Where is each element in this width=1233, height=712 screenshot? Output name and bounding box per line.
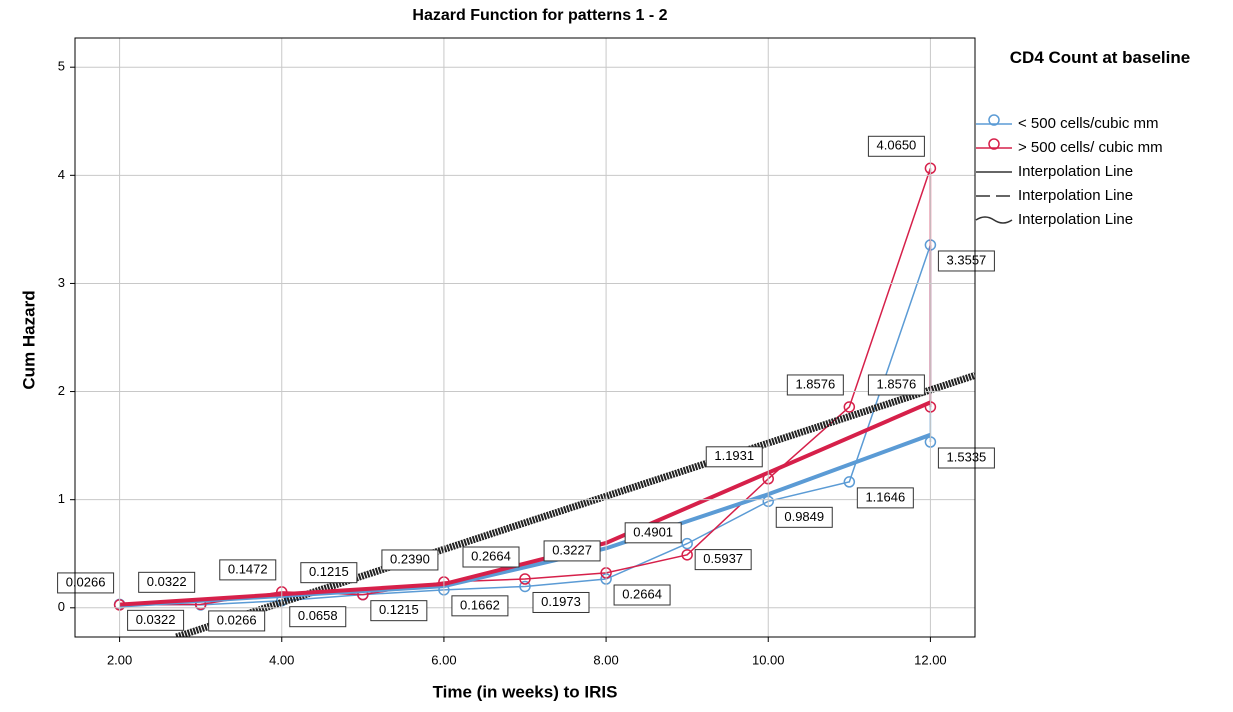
value-label: 0.5937 xyxy=(703,551,743,566)
value-label-box xyxy=(937,447,995,469)
value-label: 0.2390 xyxy=(390,551,430,566)
marker xyxy=(519,580,531,593)
value-label-box xyxy=(127,609,185,631)
value-label: 1.8576 xyxy=(877,376,917,391)
value-label-box xyxy=(462,546,520,568)
value-label: 0.0266 xyxy=(66,574,106,589)
value-label: 0.3227 xyxy=(552,542,592,557)
value-label-box xyxy=(138,571,196,593)
value-label: 0.0266 xyxy=(217,612,257,627)
value-label: 0.1973 xyxy=(541,594,581,609)
value-label: 0.1472 xyxy=(228,561,268,576)
value-label-box xyxy=(381,549,439,571)
legend-marker xyxy=(988,138,1000,150)
x-tick-label: 2.00 xyxy=(107,652,132,667)
value-label-box xyxy=(786,374,844,396)
value-label-box xyxy=(532,591,590,613)
chart-title: Hazard Function for patterns 1 - 2 xyxy=(412,7,667,24)
value-label: 0.1662 xyxy=(460,597,500,612)
value-label: 0.1215 xyxy=(379,602,419,617)
value-label-box xyxy=(775,506,833,528)
value-label: 0.9849 xyxy=(784,509,824,524)
value-label: 0.2664 xyxy=(622,586,662,601)
value-label-box xyxy=(705,446,763,468)
legend-label: Interpolation Line xyxy=(1018,187,1133,204)
legend-label: Interpolation Line xyxy=(1018,163,1133,180)
value-label-box xyxy=(694,549,752,571)
value-label: 0.0322 xyxy=(147,574,187,589)
value-label-box xyxy=(370,600,428,622)
value-label-box xyxy=(937,250,995,272)
y-tick-label: 5 xyxy=(58,59,65,74)
value-label: 1.8576 xyxy=(795,376,835,391)
marker xyxy=(681,537,693,550)
value-label-box xyxy=(624,522,682,544)
legend-title-box: CD4 Count at baseline xyxy=(1009,48,1191,67)
y-tick-label: 1 xyxy=(58,491,65,506)
x-tick-label: 8.00 xyxy=(593,652,618,667)
value-label: 0.0658 xyxy=(298,608,338,623)
value-label-box xyxy=(613,584,671,606)
value-label: 3.3557 xyxy=(947,252,987,267)
value-label-box xyxy=(219,559,277,581)
legend-marker xyxy=(988,114,1000,126)
plot-area: 0.0322 0.0266 0.0658 0.1215 0.1662 0.1973 0.26… xyxy=(57,38,995,637)
value-label: 1.5335 xyxy=(947,449,987,464)
marker xyxy=(843,476,856,488)
value-label: 1.1646 xyxy=(865,489,905,504)
y-tick-label: 0 xyxy=(58,599,65,614)
x-tick-label: 10.00 xyxy=(752,652,785,667)
interpolation-line xyxy=(175,372,975,637)
y-axis-title: Cum Hazard xyxy=(19,290,38,389)
value-label-box xyxy=(208,610,266,632)
value-label-box xyxy=(57,572,115,594)
legend-title: CD4 Count at baseline xyxy=(1009,48,1191,67)
value-label-box xyxy=(867,374,925,396)
y-tick-label: 3 xyxy=(58,275,65,290)
x-tick-label: 4.00 xyxy=(269,652,294,667)
plot-frame xyxy=(74,37,976,638)
x-tick-label: 12.00 xyxy=(914,652,947,667)
legend-label: Interpolation Line xyxy=(1018,211,1133,228)
value-label-box xyxy=(451,595,509,617)
marker xyxy=(519,573,531,585)
value-label-box xyxy=(856,487,914,509)
x-tick-label: 6.00 xyxy=(431,652,456,667)
legend-label: > 500 cells/ cubic mm xyxy=(1018,139,1163,156)
legend-label: < 500 cells/cubic mm xyxy=(1018,115,1158,132)
value-label: 0.2664 xyxy=(471,548,511,563)
value-label: 0.0322 xyxy=(136,612,176,627)
value-label-box xyxy=(867,135,925,157)
series-line xyxy=(119,244,932,606)
marker xyxy=(843,401,856,413)
y-tick-label: 2 xyxy=(58,383,65,398)
marker xyxy=(681,549,693,561)
value-label: 4.0650 xyxy=(877,138,917,153)
value-label-box xyxy=(543,540,601,562)
value-label: 1.1931 xyxy=(714,448,754,463)
x-axis-title: Time (in weeks) to IRIS xyxy=(433,682,618,701)
value-label-box xyxy=(289,606,347,628)
y-tick-label: 4 xyxy=(58,167,65,182)
legend-line xyxy=(975,216,1013,224)
value-label: 0.4901 xyxy=(633,524,673,539)
value-label-box xyxy=(300,562,358,584)
value-label: 0.1215 xyxy=(309,564,349,579)
